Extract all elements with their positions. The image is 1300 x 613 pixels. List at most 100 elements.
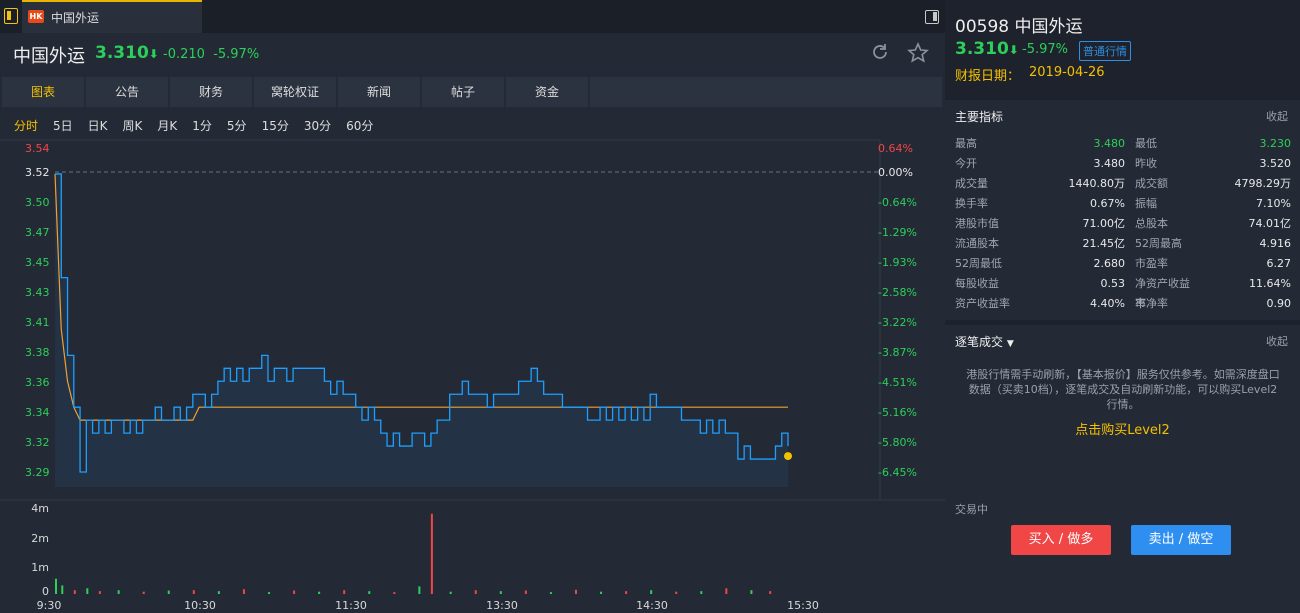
stock-tab-title: 中国外运 xyxy=(51,11,100,25)
pct-tick-label: -3.87% xyxy=(878,346,917,359)
y-tick-label: 3.47 xyxy=(25,226,50,239)
key-indicators-collapse[interactable]: 收起 xyxy=(1266,110,1288,123)
tab-chart[interactable]: 图表 xyxy=(2,77,84,107)
x-tick-label: 13:30 xyxy=(486,599,518,612)
period-intraday[interactable]: 分时 xyxy=(14,119,39,133)
x-tick-label: 10:30 xyxy=(184,599,216,612)
volume-tick-label: 0 xyxy=(42,585,49,598)
volume-bar xyxy=(368,591,371,594)
quote-price-value: 3.310 xyxy=(955,39,1009,59)
indicator-value: 1440.80万 xyxy=(1068,177,1126,190)
hk-market-badge: HK xyxy=(28,10,44,23)
indicator-row: 今开 3.480 昨收 3.520 xyxy=(955,154,1291,174)
tab-announcements[interactable]: 公告 xyxy=(86,77,168,107)
section-tabs: 图表 公告 财务 窝轮权证 新闻 帖子 资金 xyxy=(2,77,942,107)
indicator-value: 7.10% xyxy=(1256,197,1291,210)
tick-trades-collapse[interactable]: 收起 xyxy=(1266,335,1288,348)
top-bar: HK 中国外运 xyxy=(0,0,945,33)
indicator-value: 4798.29万 xyxy=(1234,177,1292,190)
indicator-label: 总股本 xyxy=(1135,217,1168,230)
down-arrow-icon: ⬇ xyxy=(148,47,159,61)
tab-financials[interactable]: 财务 xyxy=(170,77,252,107)
tab-capital[interactable]: 资金 xyxy=(506,77,588,107)
volume-bar xyxy=(242,589,245,594)
indicator-label: 52周最高 xyxy=(1135,237,1182,250)
refresh-icon[interactable] xyxy=(870,42,890,65)
x-tick-label: 11:30 xyxy=(335,599,367,612)
indicator-label: 港股市值 xyxy=(955,217,999,230)
volume-bar xyxy=(318,591,321,594)
stock-tab[interactable]: HK 中国外运 xyxy=(22,0,202,33)
down-arrow-icon: ⬇ xyxy=(1008,43,1019,57)
period-monthly[interactable]: 月K xyxy=(157,119,178,133)
volume-bar xyxy=(293,590,296,594)
indicator-label: 每股收益 xyxy=(955,277,999,290)
y-tick-label: 3.34 xyxy=(25,406,50,419)
period-5day[interactable]: 5日 xyxy=(53,119,73,133)
period-daily[interactable]: 日K xyxy=(87,119,108,133)
chart-panel: 中国外运 3.310⬇ -0.210 -5.97% 图表 公告 财务 窝轮权证 … xyxy=(0,33,945,613)
star-icon[interactable] xyxy=(907,42,929,67)
tab-news[interactable]: 新闻 xyxy=(338,77,420,107)
quote-level-badge[interactable]: 普通行情 xyxy=(1079,41,1131,61)
tick-trades-title[interactable]: 逐笔成交 ▼ xyxy=(955,333,1014,350)
sell-short-button[interactable]: 卖出 / 做空 xyxy=(1131,525,1231,555)
last-price-dot xyxy=(784,452,792,461)
volume-bar xyxy=(650,590,653,594)
indicator-value: 3.480 xyxy=(1093,157,1126,170)
volume-bar xyxy=(675,591,678,594)
quote-title: 00598 中国外运 xyxy=(955,17,1083,37)
volume-bar xyxy=(167,590,170,594)
volume-bar xyxy=(524,590,527,594)
period-30min[interactable]: 30分 xyxy=(303,119,332,133)
tab-warrants[interactable]: 窝轮权证 xyxy=(254,77,336,107)
volume-bar xyxy=(625,591,628,594)
pct-tick-label: -1.93% xyxy=(878,256,917,269)
volume-bar xyxy=(217,591,220,594)
pct-tick-label: -1.29% xyxy=(878,226,917,239)
buy-long-button[interactable]: 买入 / 做多 xyxy=(1011,525,1111,555)
indicator-value: 3.230 xyxy=(1259,137,1292,150)
pct-tick-label: 0.00% xyxy=(878,166,913,179)
tab-posts[interactable]: 帖子 xyxy=(422,77,504,107)
period-1min[interactable]: 1分 xyxy=(192,119,212,133)
indicator-row: 每股收益 0.53 净资产收益率 11.64% xyxy=(955,274,1291,310)
period-weekly[interactable]: 周K xyxy=(122,119,143,133)
panel-toggle-icon[interactable] xyxy=(925,10,939,24)
y-tick-label: 3.38 xyxy=(25,346,50,359)
volume-bar xyxy=(55,578,57,594)
period-15min[interactable]: 15分 xyxy=(261,119,289,133)
volume-bar xyxy=(549,592,552,594)
key-indicators-grid: 最高 3.480 最低 3.230 今开 3.480 昨收 3.520 成交量 1440.80万成… xyxy=(955,134,1291,314)
volume-tick-label: 2m xyxy=(31,532,49,545)
buy-level2-link[interactable]: 点击购买Level2 xyxy=(1075,423,1170,438)
period-60min[interactable]: 60分 xyxy=(346,119,374,133)
period-5min[interactable]: 5分 xyxy=(226,119,247,133)
y-tick-label: 3.32 xyxy=(25,436,50,449)
indicator-value: 3.520 xyxy=(1259,157,1292,170)
volume-bar xyxy=(499,591,502,594)
y-tick-label: 3.36 xyxy=(25,376,50,389)
pct-tick-label: -5.80% xyxy=(878,436,917,449)
volume-bar xyxy=(343,590,346,594)
stock-name: 中国外运 xyxy=(13,46,85,67)
indicator-value: 11.64% xyxy=(1249,277,1291,290)
intraday-chart[interactable]: 3.54 3.52 3.50 3.47 3.45 3.43 3.41 3.38 3.36 3.34… xyxy=(0,0,945,613)
indicator-label: 市净率 xyxy=(1135,297,1168,310)
volume-bar xyxy=(725,588,728,594)
indicator-row: 港股市值 71.00亿 总股本 74.01亿 xyxy=(955,214,1291,234)
level2-notice: 港股行情需手动刷新，【基本报价】服务仅供参考。如需深度盘口数据（买卖10档），逐… xyxy=(966,368,1280,411)
indicator-value: 4.40% xyxy=(1090,297,1125,310)
sidebar-toggle-icon[interactable] xyxy=(4,8,18,24)
indicator-label: 换手率 xyxy=(955,197,988,210)
x-tick-label: 15:30 xyxy=(787,599,819,612)
price-change: -0.210 -5.97% xyxy=(163,47,259,62)
trading-status: 交易中 xyxy=(955,503,988,516)
x-tick-label: 9:30 xyxy=(37,599,62,612)
indicator-value: 4.916 xyxy=(1259,237,1292,250)
y-tick-label: 3.50 xyxy=(25,196,50,209)
indicator-label: 最高 xyxy=(955,137,977,150)
pct-tick-label: -6.45% xyxy=(878,466,917,479)
volume-bar xyxy=(86,588,89,594)
